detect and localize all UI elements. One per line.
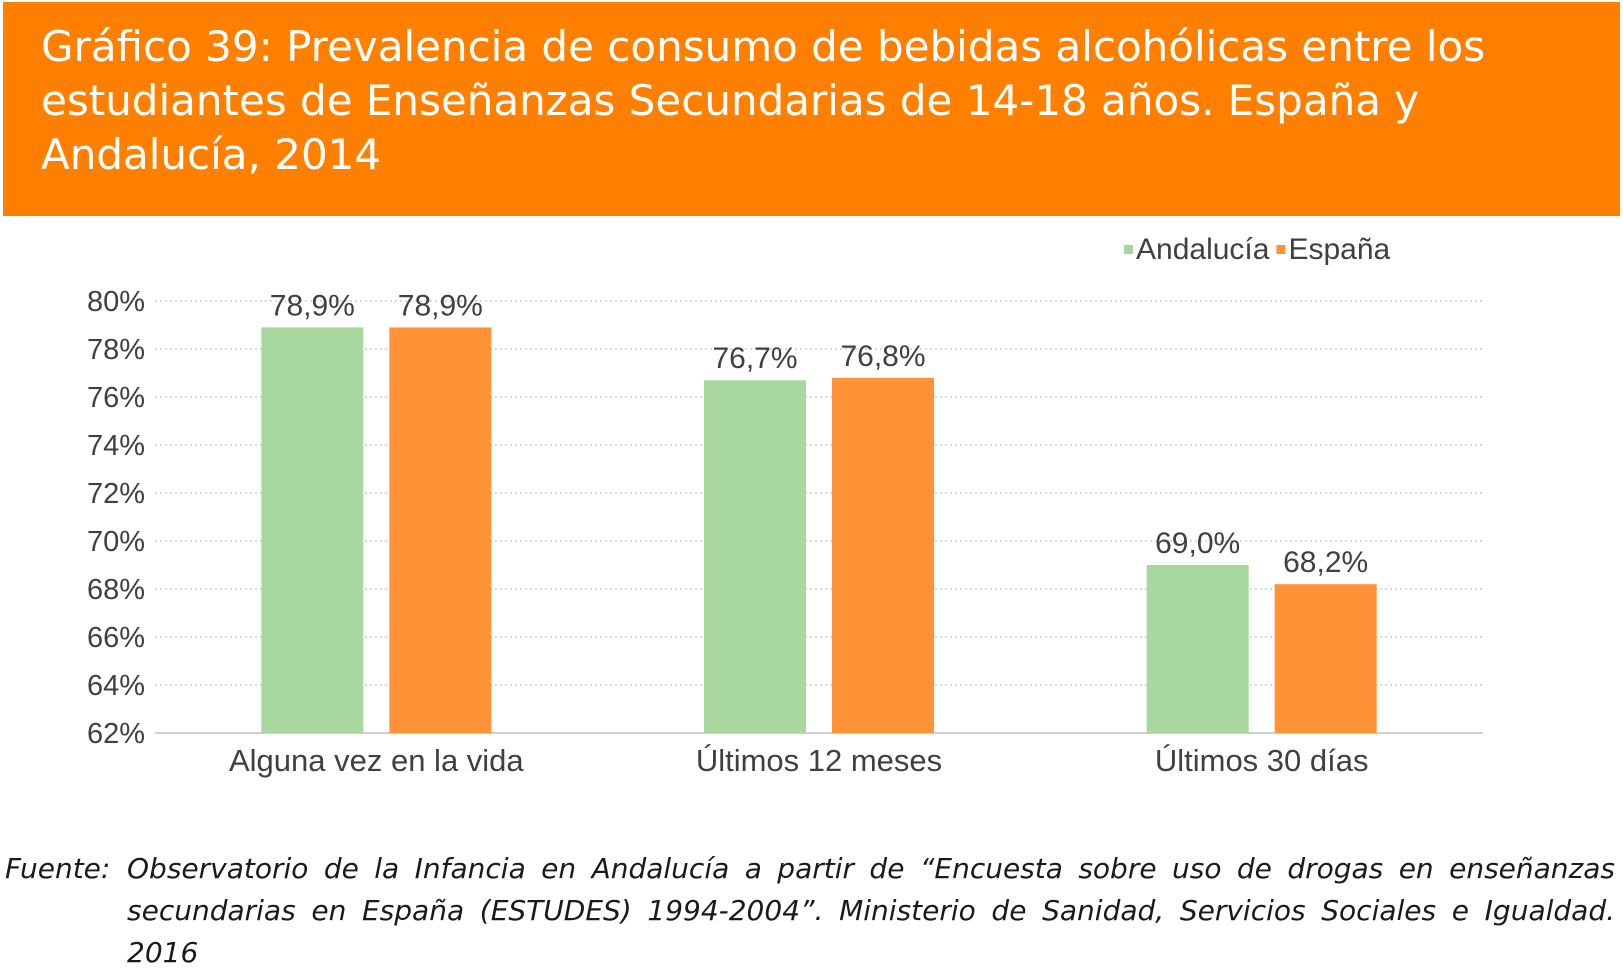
y-axis: 80% 78% 76% 74% 72% 70% 68% 66% 64% 62%: [87, 286, 145, 750]
legend: Andalucía España: [1124, 233, 1391, 266]
data-label: 76,7%: [712, 342, 797, 375]
legend-swatch: [1276, 245, 1286, 254]
data-label: 68,2%: [1283, 546, 1368, 579]
y-tick-label: 62%: [87, 718, 145, 750]
category-label: Alguna vez en la vida: [229, 743, 524, 778]
y-tick-label: 72%: [87, 478, 145, 510]
legend-label: Andalucía: [1136, 233, 1270, 266]
source-text: Observatorio de la Infancia en Andalucía…: [127, 852, 1615, 969]
category-label: Últimos 30 días: [1155, 743, 1369, 778]
gridlines: [155, 300, 1483, 734]
title-banner: Gráfico 39: Prevalencia de consumo de be…: [3, 2, 1620, 216]
data-label: 78,9%: [398, 289, 483, 322]
y-tick-label: 64%: [87, 670, 145, 702]
legend-label: España: [1288, 233, 1390, 266]
data-label: 76,8%: [840, 340, 925, 373]
x-axis: Alguna vez en la vida Últimos 12 meses Últ…: [229, 743, 1369, 778]
y-tick-label: 80%: [87, 286, 145, 318]
bars: [261, 327, 1377, 733]
legend-swatch: [1124, 245, 1133, 254]
y-tick-label: 66%: [87, 622, 145, 654]
y-tick-label: 78%: [87, 334, 145, 366]
bar-andalucia-2: [704, 380, 806, 733]
source-note: Fuente: Observatorio de la Infancia en A…: [5, 848, 1615, 974]
bar-espana-1: [389, 327, 492, 733]
y-tick-label: 68%: [87, 574, 145, 606]
data-label: 69,0%: [1155, 527, 1240, 560]
data-label: 78,9%: [270, 289, 355, 322]
bar-espana-3: [1274, 584, 1377, 733]
data-labels: 78,9% 78,9% 76,7% 76,8% 69,0% 68,2%: [270, 289, 1368, 579]
category-label: Últimos 12 meses: [696, 743, 942, 778]
chart-title: Gráfico 39: Prevalencia de consumo de be…: [41, 22, 1486, 179]
y-tick-label: 70%: [87, 526, 145, 558]
bar-andalucia-3: [1146, 565, 1249, 733]
source-lead: Fuente:: [5, 852, 111, 885]
bar-espana-2: [832, 377, 934, 733]
bar-chart: 80%78%76%74%72%70%68%66%64%62% 78,9% 78,9…: [87, 233, 1483, 778]
y-tick-label: 76%: [87, 382, 145, 414]
bar-andalucia-1: [261, 327, 364, 733]
y-tick-label: 74%: [87, 430, 145, 462]
